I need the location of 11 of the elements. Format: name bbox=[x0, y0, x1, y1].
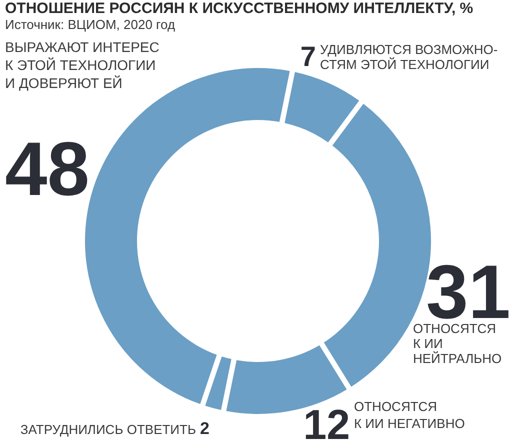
slice-label: ЗАТРУДНИЛИСЬ ОТВЕТИТЬ bbox=[20, 422, 196, 437]
slice-label: ОТНОСЯТСЯ К ИИ НЕЙТРАЛЬНО bbox=[413, 321, 502, 366]
data-label: 7 bbox=[300, 41, 316, 72]
slice-label: УДИВЛЯЮТСЯ ВОЗМОЖНО- СТЯМ ЭТОЙ ТЕХНОЛОГИИ bbox=[320, 42, 498, 72]
slice-label: ОТНОСЯТСЯ К ИИ НЕГАТИВНО bbox=[354, 399, 465, 431]
text: Источник: ВЦИОМ, 2020 год bbox=[5, 17, 176, 32]
data-label: 48 bbox=[5, 127, 90, 212]
data-label: 12 bbox=[303, 401, 350, 442]
data-label: 2 bbox=[200, 419, 210, 438]
slice-label: ВЫРАЖАЮТ ИНТЕРЕС К ЭТОЙ ТЕХНОЛОГИИ И ДОВЕРЯЮТ ЕЙ bbox=[5, 39, 160, 91]
chart-title: ОТНОШЕНИЕ РОССИЯН К ИСКУССТВЕННОМУ ИНТЕЛЛЕКТУ, % bbox=[5, 0, 474, 17]
